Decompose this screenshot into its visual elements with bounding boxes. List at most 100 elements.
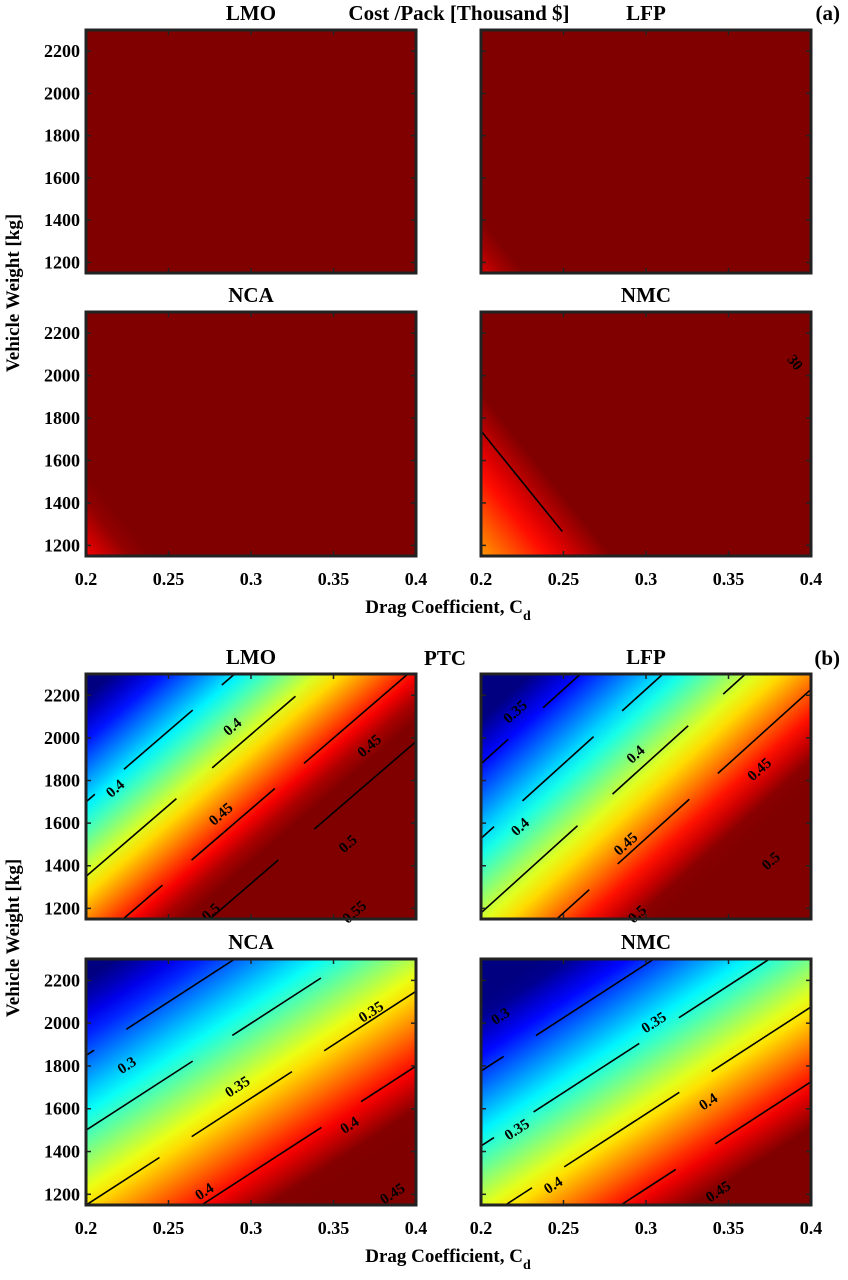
y-tick-label: 1800	[44, 408, 80, 428]
x-tick-label: 0.35	[318, 569, 350, 589]
y-tick-label: 2200	[44, 970, 80, 990]
panel-title: NCA	[228, 930, 274, 954]
x-tick-label: 0.3	[240, 1218, 263, 1238]
panel-title: NMC	[621, 283, 671, 307]
x-tick-label: 0.3	[240, 569, 263, 589]
x-axis-label-main: Drag Coefficient, C	[365, 597, 523, 618]
contour-panels: LMO 1200 1400 1600 1800 2000 2200 LFP NCA 0.2 0.25…	[44, 1, 822, 1238]
x-axis-label-subscript: d	[523, 609, 531, 624]
y-axis-label-a: Vehicle Weight [kg]	[3, 214, 24, 372]
x-tick-label: 0.25	[548, 1218, 580, 1238]
x-axis-label-subscript: d	[523, 1258, 531, 1273]
y-tick-label: 2000	[44, 1013, 80, 1033]
part-title-b: PTC	[424, 646, 466, 670]
contour-0.5-segment	[303, 674, 409, 765]
color-field	[86, 312, 416, 556]
y-tick-label: 2200	[44, 323, 80, 343]
color-field	[481, 959, 811, 1205]
part-label-a: (a)	[816, 1, 841, 25]
y-tick-label: 1600	[44, 1099, 80, 1119]
x-tick-label: 0.3	[635, 569, 658, 589]
y-tick-label: 1200	[44, 535, 80, 555]
part-label-b: (b)	[814, 646, 840, 670]
panel-a-lfp: LFP	[479, 1, 813, 275]
contour-0.4-segment	[221, 674, 236, 686]
contour-0.4-segment	[123, 709, 194, 770]
contour-0.4-segment	[323, 990, 416, 1052]
y-tick-label: 2200	[44, 41, 80, 61]
x-tick-label: 0.2	[470, 569, 493, 589]
contour-0.4-segment	[621, 674, 664, 712]
panel-title: LMO	[226, 1, 276, 25]
contour-0.45-segment	[86, 798, 177, 878]
color-field	[481, 312, 811, 556]
contour-0.3-segment	[481, 1055, 505, 1072]
color-field	[86, 959, 416, 1205]
contour-0.4-segment	[521, 736, 595, 802]
x-tick-label: 0.4	[405, 569, 428, 589]
contour-0.4-segment	[86, 1156, 160, 1205]
contour-0.35-segment	[481, 738, 509, 765]
contour-0.5-segment	[617, 798, 690, 865]
color-field	[481, 674, 811, 919]
y-tick-label: 1200	[44, 1184, 80, 1204]
contour-0.4-segment	[504, 1187, 533, 1205]
panel-title: NCA	[228, 283, 274, 307]
contour-lines	[481, 674, 811, 919]
contour-0.55-segment	[209, 859, 279, 919]
y-tick-label: 2000	[44, 366, 80, 386]
y-tick-label: 1600	[44, 168, 80, 188]
contour-0.4-segment	[563, 1091, 680, 1168]
y-tick-label: 1800	[44, 1056, 80, 1076]
contour-0.45-segment	[611, 725, 689, 795]
y-tick-label: 1600	[44, 813, 80, 833]
contour-0.45-segment	[620, 1168, 677, 1205]
contour-0.45-segment	[481, 825, 579, 914]
y-tick-label: 1400	[44, 856, 80, 876]
y-tick-label: 1400	[44, 1142, 80, 1162]
contour-lines	[86, 959, 416, 1205]
contour-0.55-segment	[313, 740, 416, 830]
contour-0.5-segment	[191, 787, 276, 861]
contour-0.45-segment	[714, 1081, 811, 1145]
contour-0.45-segment	[722, 674, 746, 695]
panel-b-lmo: 0.40.40.450.450.50.50.55LMO1200140016001…	[44, 645, 418, 927]
contour-0.35-segment	[533, 1042, 640, 1113]
panel-title: LMO	[226, 645, 276, 669]
x-tick-label: 0.25	[153, 1218, 185, 1238]
contour-0.5-segment	[556, 889, 590, 919]
x-tick-label: 0.25	[548, 569, 580, 589]
contour-0.35-segment	[481, 1136, 495, 1147]
contour-0.3-segment	[125, 959, 236, 1030]
x-axis-label-a: Drag Coefficient, Cd	[365, 597, 531, 624]
x-tick-label: 0.2	[75, 569, 98, 589]
y-tick-label: 1600	[44, 451, 80, 471]
panel-title: NMC	[621, 930, 671, 954]
x-tick-label: 0.2	[470, 1218, 493, 1238]
y-tick-label: 1200	[44, 898, 80, 918]
y-tick-label: 1800	[44, 126, 80, 146]
contour-0.35-segment	[542, 674, 581, 709]
x-tick-label: 0.35	[713, 569, 745, 589]
y-tick-label: 2000	[44, 728, 80, 748]
contour-0.45-segment	[360, 1065, 416, 1103]
x-tick-label: 0.4	[405, 1218, 428, 1238]
contour-0.4-segment	[711, 1006, 811, 1073]
y-tick-label: 1400	[44, 493, 80, 513]
y-axis-label-b: Vehicle Weight [kg]	[3, 859, 24, 1017]
contour-0.5-segment	[122, 884, 163, 919]
y-tick-label: 1400	[44, 210, 80, 230]
contour-0.35-segment	[231, 977, 322, 1037]
panel-title: LFP	[626, 1, 666, 25]
color-field	[86, 674, 416, 919]
contour-0.4-segment	[191, 1070, 293, 1138]
y-tick-label: 1200	[44, 252, 80, 272]
panel-a-nca: NCA 0.2 0.25 0.3 0.35 0.4 1200 1400 1600 1800 2000…	[44, 283, 427, 589]
panel-title: LFP	[626, 645, 666, 669]
contour-0.5-segment	[717, 688, 811, 775]
contour-0.35-segment	[86, 1060, 194, 1131]
contour-30-segment	[481, 430, 563, 533]
contour-0.3-segment	[535, 959, 655, 1037]
